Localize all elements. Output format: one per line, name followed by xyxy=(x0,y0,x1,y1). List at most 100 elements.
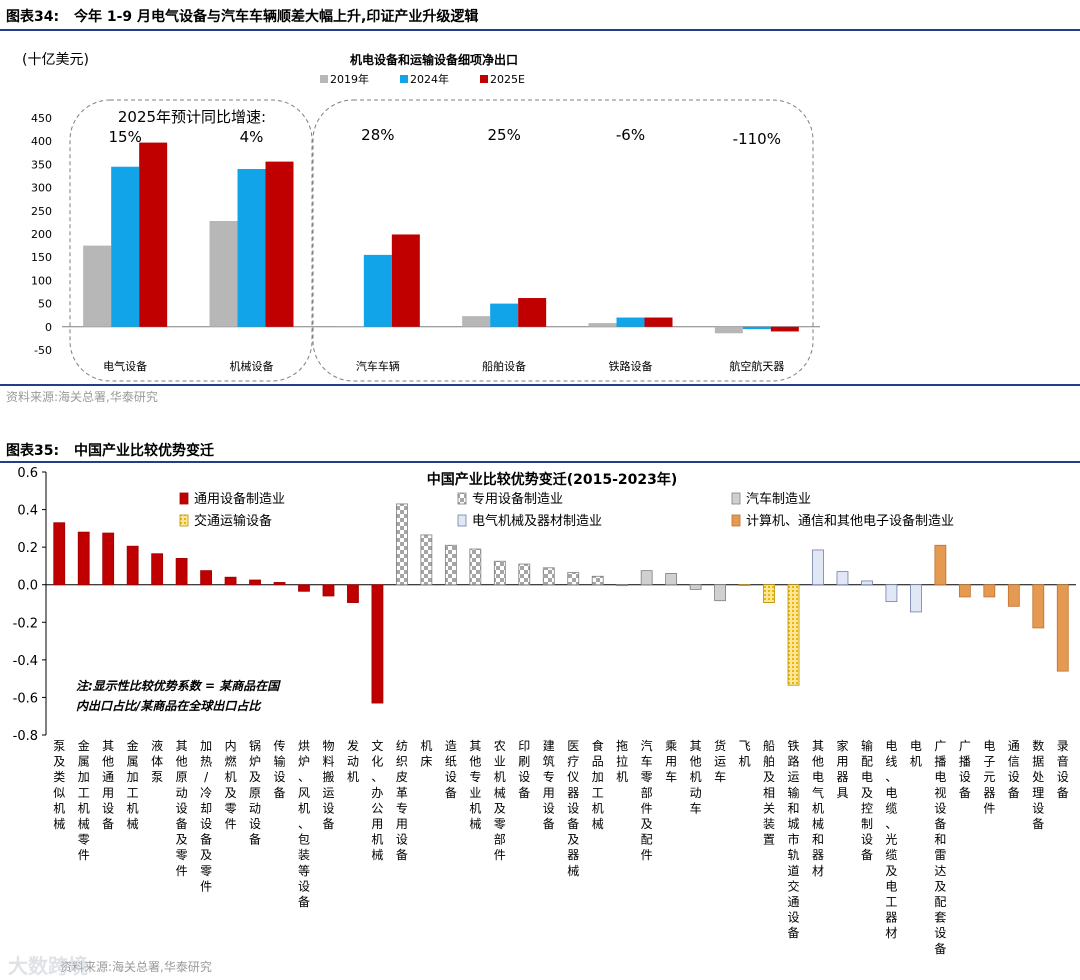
bar xyxy=(812,549,824,586)
x-tick-char: 及 xyxy=(763,770,775,784)
y-tick-label: 0.4 xyxy=(17,504,38,519)
x-tick-char: 置 xyxy=(763,833,775,847)
growth-label: 4% xyxy=(240,128,264,146)
x-tick-char: 其 xyxy=(812,739,824,753)
x-tick-char: 金 xyxy=(78,738,90,753)
x-tick-char: 建 xyxy=(543,739,555,753)
x-tick-char: 机 xyxy=(739,755,751,769)
y-tick-label: 450 xyxy=(31,112,52,125)
x-tick-char: 加 xyxy=(127,770,139,784)
bar xyxy=(335,326,364,328)
x-tick-label: 其他通用设备 xyxy=(102,739,114,831)
x-tick-label: 广播电视设备和雷达及配套设备 xyxy=(934,739,946,956)
x-tick-label: 数据处理设备 xyxy=(1032,738,1044,831)
bar xyxy=(763,584,775,603)
x-tick-char: 控 xyxy=(861,801,873,815)
bar xyxy=(420,534,433,586)
figure34-source: 资料来源:海关总署,华泰研究 xyxy=(6,390,158,404)
x-tick-char: 机 xyxy=(371,833,383,847)
x-tick-char: 零 xyxy=(494,817,506,831)
x-tick-char: 件 xyxy=(641,848,653,862)
x-tick-char: 拖 xyxy=(616,739,628,753)
x-tick-char: 皮 xyxy=(396,770,408,784)
x-tick-char: 公 xyxy=(371,801,383,815)
bar xyxy=(249,579,261,586)
x-tick-char: 械 xyxy=(812,816,824,831)
legend-swatch xyxy=(179,514,189,527)
x-tick-char: 传 xyxy=(274,738,286,753)
x-tick-char: 设 xyxy=(788,911,800,925)
bar xyxy=(322,584,335,597)
x-tick-char: 却 xyxy=(200,801,212,815)
bar xyxy=(371,584,384,704)
bar xyxy=(83,245,112,327)
x-tick-char: 件 xyxy=(225,817,237,831)
x-tick-char: 输 xyxy=(274,754,286,769)
watermark: 大数跨境 xyxy=(8,954,88,978)
x-tick-char: 其 xyxy=(102,739,114,753)
x-tick-char: 城 xyxy=(788,817,800,831)
growth-header: 2025年预计同比增速: xyxy=(118,108,266,126)
x-tick-char: 烘 xyxy=(298,739,310,753)
x-tick-char: 具 xyxy=(836,786,848,800)
x-tick-char: 、 xyxy=(298,817,310,831)
x-tick-char: 原 xyxy=(176,770,188,784)
figure35-rule xyxy=(0,461,1080,463)
group-box-left xyxy=(69,99,313,382)
bar xyxy=(151,553,164,586)
bar xyxy=(665,573,678,586)
x-tick-char: 似 xyxy=(53,786,65,800)
x-tick-char: 及 xyxy=(641,817,653,831)
legend-swatch xyxy=(480,75,488,83)
x-tick-char: 及 xyxy=(494,801,506,815)
bar xyxy=(469,548,482,586)
x-tick-char: 用 xyxy=(543,786,555,800)
x-tick-char: 通 xyxy=(1008,739,1020,753)
x-tick-label: 其他原动设备及零件 xyxy=(176,739,188,878)
x-tick-char: 专 xyxy=(469,769,481,784)
y-tick-label: 0.6 xyxy=(17,466,38,481)
x-tick-label: 印刷设备 xyxy=(518,739,530,800)
x-tick-char: 工 xyxy=(127,786,139,800)
x-tick-label: 金属加工机械 xyxy=(127,738,139,831)
x-tick-char: 他 xyxy=(176,755,188,769)
x-tick-char: 专 xyxy=(543,769,555,784)
x-tick-char: 车 xyxy=(641,754,653,769)
x-tick-char: 舶 xyxy=(763,754,775,769)
x-tick-char: 乘 xyxy=(665,739,677,753)
x-tick-char: 文 xyxy=(371,738,383,753)
x-tick-char: 运 xyxy=(788,770,800,784)
x-tick-label: 船舶及相关装置 xyxy=(763,739,775,847)
bar xyxy=(126,545,139,586)
x-tick-char: 车 xyxy=(665,769,677,784)
bar xyxy=(53,522,66,586)
x-tick-char: 疗 xyxy=(567,755,579,769)
x-tick-char: 轨 xyxy=(788,848,800,862)
x-tick-char: 及 xyxy=(225,786,237,800)
bar xyxy=(542,567,555,586)
x-tick-char: 缆 xyxy=(885,801,897,815)
legend-label: 2019年 xyxy=(330,72,369,86)
x-tick-char: 和 xyxy=(812,833,824,847)
legend-label: 汽车制造业 xyxy=(746,491,811,507)
x-tick-char: / xyxy=(204,770,209,784)
x-tick-char: 播 xyxy=(934,755,946,769)
x-tick-char: 关 xyxy=(763,801,775,815)
x-tick-char: 器 xyxy=(567,848,579,862)
x-tick-char: 设 xyxy=(934,801,946,815)
x-tick-char: 、 xyxy=(885,770,897,784)
x-tick-char: 电 xyxy=(861,770,873,784)
bar xyxy=(518,298,547,327)
x-tick-char: 工 xyxy=(885,895,897,909)
x-tick-char: 船 xyxy=(763,739,775,753)
x-tick-label: 机床 xyxy=(420,739,432,769)
x-tick-char: 部 xyxy=(494,832,506,847)
x-tick-char: 备 xyxy=(274,786,286,800)
x-tick-char: 业 xyxy=(469,786,481,800)
x-tick-label: 传输设备 xyxy=(274,738,286,800)
figure35-label: 图表35: xyxy=(6,443,60,459)
growth-label: 28% xyxy=(361,126,394,144)
x-tick-char: 属 xyxy=(127,755,139,769)
x-tick-char: 备 xyxy=(934,817,946,831)
bar xyxy=(237,169,266,327)
